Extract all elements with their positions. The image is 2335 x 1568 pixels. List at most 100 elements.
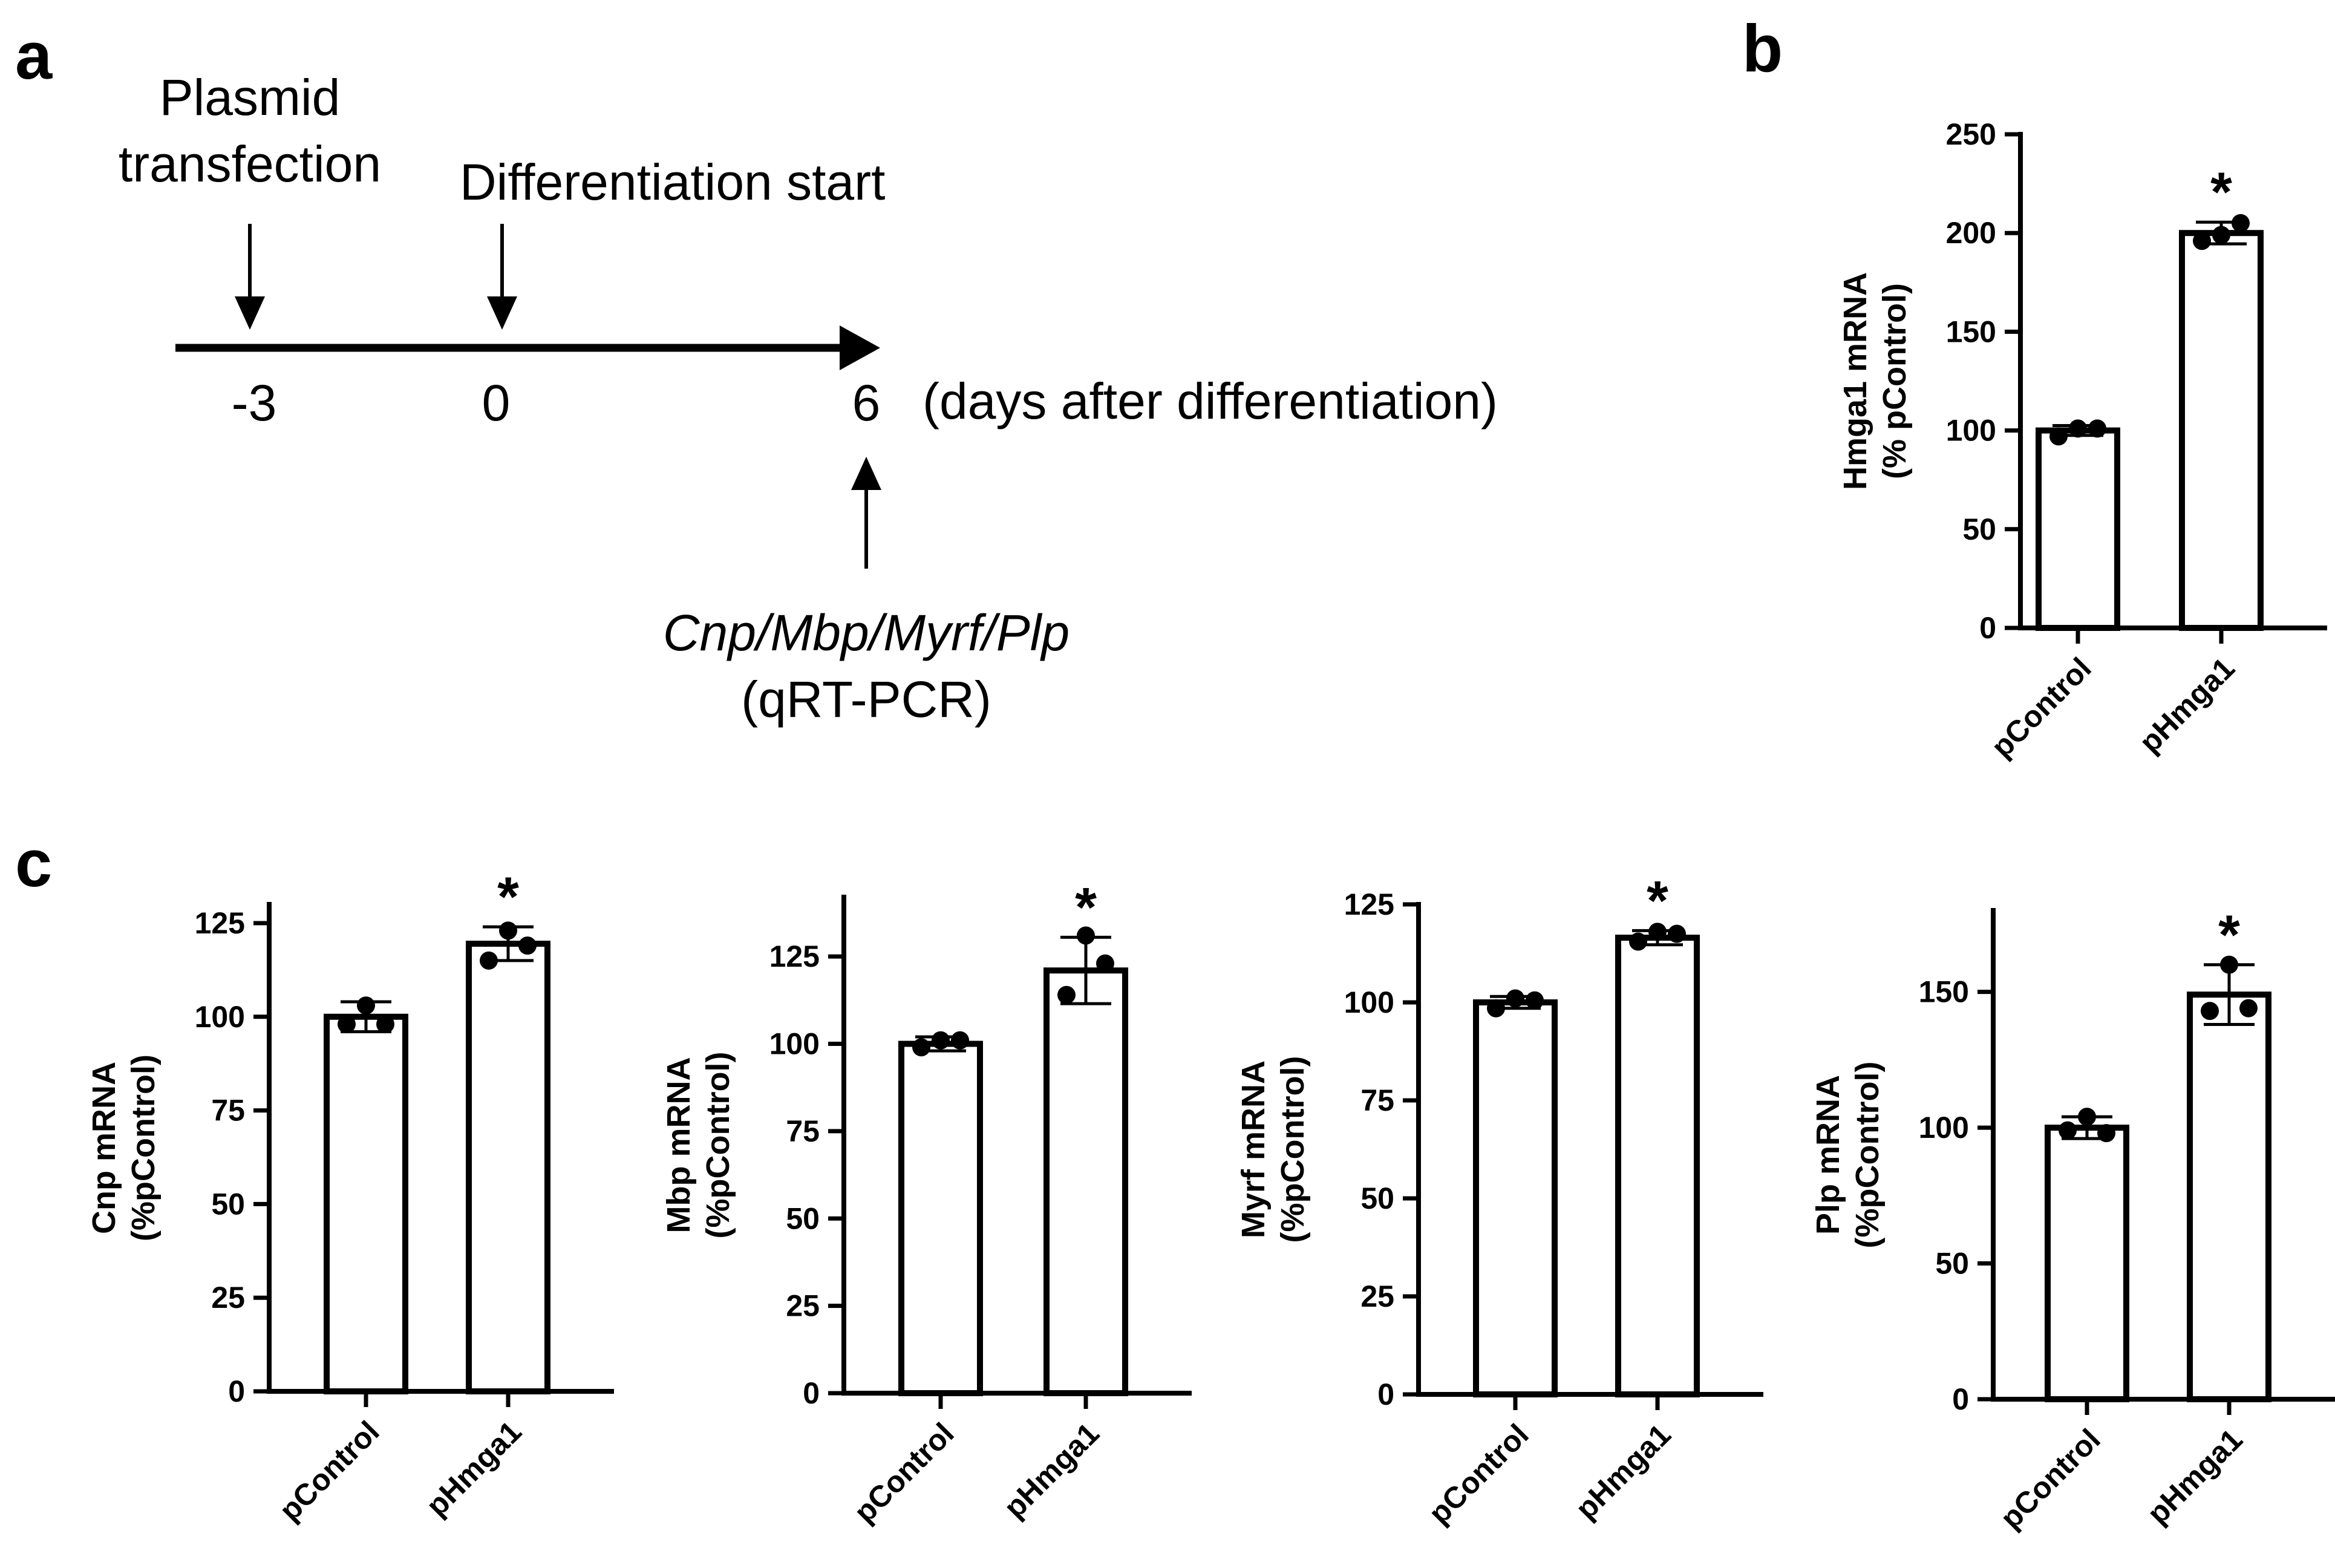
timeline-unit-label: (days after differentiation) bbox=[923, 373, 1498, 430]
bar-pControl bbox=[2045, 1125, 2129, 1402]
timeline-tick-6: 6 bbox=[852, 374, 881, 431]
data-point bbox=[2232, 214, 2250, 232]
category-label: pControl bbox=[1422, 1417, 1535, 1530]
data-point bbox=[338, 1015, 356, 1034]
event-label-plasmid: Plasmid bbox=[160, 69, 341, 126]
bar-pHmga1 bbox=[466, 941, 550, 1395]
y-tick-label: 75 bbox=[211, 1094, 245, 1128]
y-tick-label: 100 bbox=[1344, 985, 1394, 1019]
readout-method-label: (qRT-PCR) bbox=[741, 671, 991, 728]
category-label: pHmga1 bbox=[1569, 1417, 1677, 1526]
data-point bbox=[1526, 991, 1544, 1010]
data-point bbox=[2220, 955, 2238, 974]
data-point bbox=[1629, 932, 1647, 951]
timeline-diagram: Plasmid transfection Differentiation sta… bbox=[119, 69, 1498, 728]
chart-mbp: 0 25 50 75 100 125 Mbp mRNA (%pControl) pControl… bbox=[661, 877, 1192, 1529]
category-label: pHmga1 bbox=[998, 1416, 1106, 1524]
data-point bbox=[2239, 999, 2258, 1018]
data-point bbox=[1506, 989, 1524, 1008]
y-axis-title-line1: Hmga1 mRNA bbox=[1837, 272, 1873, 490]
y-axis-title-line2: (%pControl) bbox=[700, 1052, 736, 1239]
data-point bbox=[932, 1031, 950, 1050]
panel-label-c: c bbox=[15, 826, 52, 901]
chart-cnp: 0 25 50 75 100 125 Cnp mRNA (%pControl) pControl… bbox=[86, 866, 614, 1527]
y-axis-title-line2: (%pControl) bbox=[1275, 1056, 1311, 1243]
y-tick-label: 100 bbox=[195, 1000, 245, 1034]
y-tick-label: 0 bbox=[803, 1376, 820, 1410]
y-tick-label: 0 bbox=[1952, 1382, 1969, 1416]
readout-genes-label: Cnp/Mbp/Myrf/Plp bbox=[663, 604, 1070, 661]
bar-pHmga1 bbox=[1043, 967, 1128, 1396]
significance-star: * bbox=[2218, 904, 2240, 966]
data-point bbox=[357, 996, 375, 1015]
timeline-arrowhead bbox=[840, 325, 880, 370]
data-point bbox=[2049, 427, 2068, 446]
data-point bbox=[518, 936, 537, 955]
y-tick-label: 50 bbox=[1935, 1247, 1969, 1281]
y-tick-label: 75 bbox=[1360, 1083, 1394, 1117]
data-point bbox=[951, 1031, 969, 1050]
bar-pControl bbox=[2036, 427, 2120, 631]
timeline-tick-0: 0 bbox=[482, 374, 511, 431]
y-axis-title-line1: Cnp mRNA bbox=[86, 1062, 122, 1234]
data-point bbox=[1487, 999, 1505, 1018]
significance-star: * bbox=[1647, 870, 1668, 932]
y-axis-title-line1: Myrf mRNA bbox=[1235, 1060, 1272, 1238]
data-point bbox=[376, 1015, 394, 1034]
y-tick-label: 0 bbox=[1377, 1377, 1394, 1411]
data-point bbox=[480, 951, 498, 970]
data-point bbox=[499, 921, 517, 940]
y-tick-label: 50 bbox=[1962, 512, 1996, 546]
bar-pControl bbox=[898, 1040, 983, 1396]
y-tick-label: 75 bbox=[786, 1114, 820, 1148]
y-tick-label: 200 bbox=[1946, 216, 1996, 250]
y-tick-label: 50 bbox=[786, 1201, 820, 1235]
significance-star: * bbox=[2210, 162, 2232, 223]
readout-arrowhead bbox=[851, 457, 881, 490]
y-tick-label: 125 bbox=[195, 906, 245, 940]
event-label-differentiation: Differentiation start bbox=[460, 154, 885, 211]
significance-star: * bbox=[497, 866, 519, 928]
y-axis-title-line2: (% pControl) bbox=[1876, 283, 1913, 479]
panel-label-b: b bbox=[1742, 11, 1783, 86]
y-axis-title-line2: (%pControl) bbox=[1849, 1062, 1886, 1249]
category-label: pHmga1 bbox=[2141, 1422, 2249, 1530]
data-point bbox=[2059, 1121, 2077, 1140]
category-label: pControl bbox=[1994, 1422, 2107, 1535]
y-tick-label: 25 bbox=[786, 1289, 820, 1323]
bar-pHmga1 bbox=[2187, 991, 2271, 1402]
category-label: pControl bbox=[273, 1414, 386, 1527]
data-point bbox=[2201, 1002, 2219, 1021]
transfection-arrowhead bbox=[235, 296, 265, 330]
data-point bbox=[912, 1038, 930, 1057]
y-tick-label: 50 bbox=[211, 1187, 245, 1221]
y-tick-label: 125 bbox=[769, 939, 820, 973]
panel-label-a: a bbox=[15, 19, 53, 93]
y-tick-label: 125 bbox=[1344, 887, 1394, 921]
chart-hmga1: 0 50 100 150 200 250 Hmga1 mRNA (% pControl) pCo… bbox=[1837, 117, 2327, 764]
differentiation-arrowhead bbox=[487, 296, 517, 330]
y-tick-label: 150 bbox=[1919, 975, 1969, 1009]
y-tick-label: 100 bbox=[1919, 1111, 1969, 1145]
y-tick-label: 0 bbox=[1979, 611, 1996, 645]
data-point bbox=[1648, 923, 1667, 941]
data-point bbox=[2069, 419, 2087, 438]
data-point bbox=[2193, 232, 2211, 250]
event-label-transfection: transfection bbox=[119, 136, 381, 192]
y-tick-label: 100 bbox=[1946, 414, 1996, 448]
y-tick-label: 150 bbox=[1946, 315, 1996, 348]
data-point bbox=[2078, 1108, 2096, 1126]
y-tick-label: 50 bbox=[1360, 1181, 1394, 1215]
category-label: pHmga1 bbox=[2133, 651, 2241, 759]
data-point bbox=[2097, 1124, 2115, 1143]
y-tick-label: 25 bbox=[211, 1281, 245, 1315]
y-tick-label: 0 bbox=[228, 1374, 245, 1408]
significance-star: * bbox=[1075, 877, 1097, 938]
y-tick-label: 100 bbox=[769, 1027, 820, 1061]
y-axis-title-line1: Plp mRNA bbox=[1810, 1075, 1846, 1235]
data-point bbox=[2088, 419, 2106, 438]
timeline-tick-minus3: -3 bbox=[232, 374, 277, 431]
data-point bbox=[1057, 985, 1076, 1004]
chart-myrf: 0 25 50 75 100 125 Myrf mRNA (%pControl) pContro… bbox=[1235, 870, 1763, 1530]
